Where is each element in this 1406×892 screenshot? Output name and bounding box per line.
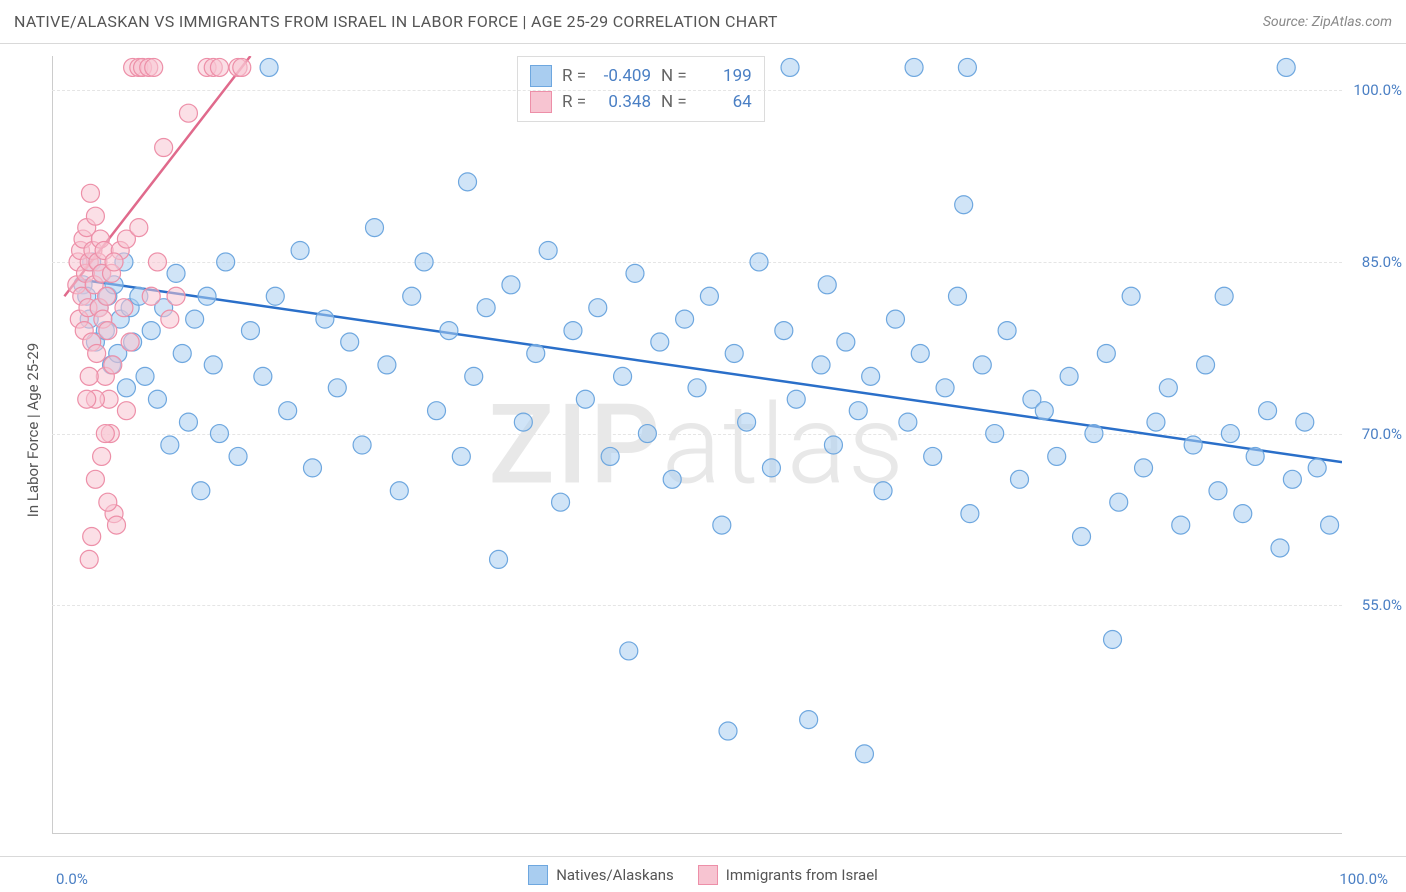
legend-item-natives: Natives/Alaskans [528,865,674,885]
y-axis-tick-label: 55.0% [1362,596,1402,614]
legend-swatch [698,865,718,885]
legend-swatch [528,865,548,885]
y-axis-title: In Labor Force | Age 25-29 [24,343,42,517]
y-axis-tick-label: 85.0% [1362,253,1402,271]
y-axis-tick-label: 100.0% [1353,81,1402,99]
y-axis-tick-label: 70.0% [1362,425,1402,443]
source-label: Source: ZipAtlas.com [1263,14,1392,30]
chart-plot-area: ZIPatlas R = -0.409 N = 199 R = 0.348 N … [52,56,1342,834]
legend-item-israel: Immigrants from Israel [698,865,878,885]
scatter-svg [52,56,1342,834]
chart-title: NATIVE/ALASKAN VS IMMIGRANTS FROM ISRAEL… [14,12,778,31]
chart-header: NATIVE/ALASKAN VS IMMIGRANTS FROM ISRAEL… [0,0,1406,44]
legend-label: Natives/Alaskans [556,866,674,884]
legend-label: Immigrants from Israel [726,866,878,884]
legend-footer: Natives/Alaskans Immigrants from Israel [0,856,1406,892]
